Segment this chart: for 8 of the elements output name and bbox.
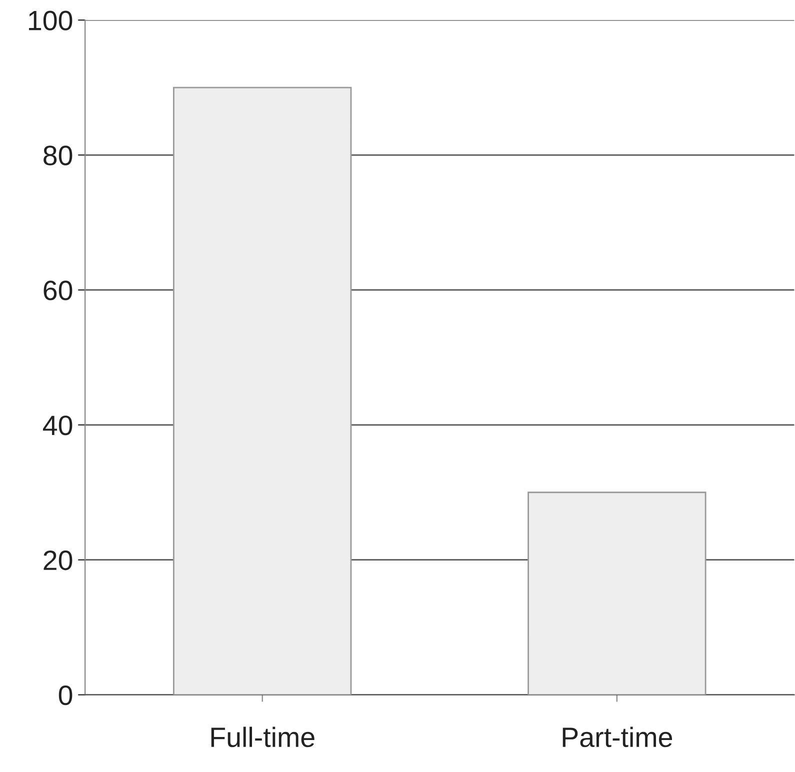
- y-tick-label: 60: [44, 280, 72, 300]
- y-tick-label: 80: [44, 146, 72, 166]
- y-tick-label: 20: [44, 550, 72, 570]
- x-tick-label: Full-time: [211, 726, 314, 748]
- y-tick-label: 100: [29, 10, 72, 30]
- x-tick-label: Part-time: [562, 726, 672, 748]
- y-tick-label: 0: [58, 685, 72, 706]
- y-tick-label: 40: [43, 416, 72, 436]
